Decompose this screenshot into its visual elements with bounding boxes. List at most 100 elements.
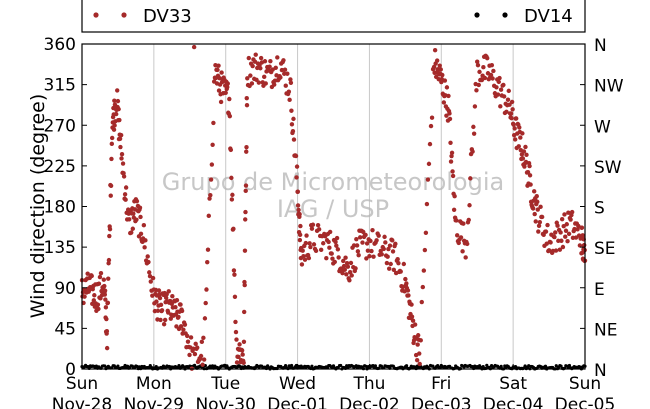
point-dv33 <box>141 223 147 228</box>
point-dv33 <box>127 217 132 222</box>
legend-box <box>81 0 586 33</box>
point-dv33 <box>575 227 580 232</box>
point-dv33 <box>447 111 452 116</box>
x-tick-date: Nov-30 <box>195 395 256 409</box>
point-dv33 <box>300 248 305 253</box>
point-dv33 <box>501 82 506 88</box>
watermark: Grupo de Micrometeorologia IAG / USP <box>162 168 504 223</box>
y-tick-label: 135 <box>44 238 76 258</box>
point-dv33 <box>513 137 518 142</box>
point-dv33 <box>333 239 338 245</box>
point-dv33 <box>376 233 381 238</box>
point-dv33 <box>491 68 496 74</box>
point-dv33 <box>225 84 230 90</box>
point-dv33 <box>234 360 240 365</box>
y-tick-label: 180 <box>44 198 76 218</box>
point-dv33 <box>382 234 387 240</box>
point-dv33 <box>307 241 312 246</box>
x-tick-date: Nov-29 <box>124 395 185 409</box>
point-dv33 <box>109 135 115 141</box>
point-dv33 <box>479 77 485 83</box>
point-dv33 <box>231 226 236 232</box>
point-dv33 <box>97 274 103 280</box>
point-dv33 <box>516 144 521 149</box>
point-dv33 <box>329 251 334 256</box>
point-dv33 <box>494 85 499 90</box>
x-axis-ticks: SunNov-28MonNov-29TueNov-30WedDec-01ThuD… <box>52 364 615 409</box>
x-tick-date: Dec-03 <box>411 395 472 409</box>
point-dv33 <box>162 317 168 323</box>
point-dv33 <box>466 217 471 223</box>
x-tick-day: Fri <box>431 374 451 394</box>
point-dv33 <box>560 244 566 250</box>
point-dv33 <box>395 256 400 262</box>
point-dv33 <box>482 75 488 81</box>
point-dv33 <box>444 113 449 118</box>
point-dv33 <box>481 65 486 70</box>
point-dv33 <box>208 177 214 182</box>
point-dv33 <box>510 107 515 112</box>
point-dv33 <box>250 63 255 69</box>
x-tick-day: Wed <box>279 374 316 394</box>
point-dv33 <box>258 55 264 61</box>
point-dv33 <box>288 77 293 82</box>
point-dv33 <box>472 104 478 109</box>
point-dv33 <box>243 183 249 188</box>
point-dv33 <box>465 241 470 247</box>
point-dv33 <box>297 212 302 217</box>
point-dv33 <box>401 261 407 267</box>
point-dv33 <box>262 59 268 64</box>
right-tick-label: NW <box>594 77 624 97</box>
point-dv33 <box>525 169 531 175</box>
point-dv33 <box>281 58 286 63</box>
point-dv33 <box>161 322 167 327</box>
point-dv33 <box>117 136 123 142</box>
point-dv33 <box>258 66 263 71</box>
point-dv33 <box>102 288 108 293</box>
point-dv33 <box>234 337 239 342</box>
point-dv33 <box>566 231 572 237</box>
right-axis-ticks: N NE E SE S SW W NW N <box>580 36 624 381</box>
point-dv33 <box>432 47 438 53</box>
point-dv33 <box>206 213 211 219</box>
point-dv33 <box>520 131 525 136</box>
point-dv33 <box>354 236 359 242</box>
point-dv33 <box>398 269 403 274</box>
point-dv33 <box>330 256 335 261</box>
point-dv33 <box>102 283 107 289</box>
point-dv33 <box>178 302 183 307</box>
x-tick-day: Sun <box>66 374 98 394</box>
point-dv33 <box>396 260 401 266</box>
point-dv33 <box>179 308 185 314</box>
point-dv33 <box>109 156 114 162</box>
point-dv33 <box>243 188 248 194</box>
y-tick-label: 270 <box>44 116 76 136</box>
point-dv33 <box>228 147 234 153</box>
point-dv33 <box>386 246 391 252</box>
right-tick-label: N <box>594 36 607 56</box>
point-dv33 <box>355 249 361 254</box>
point-dv33 <box>134 217 139 222</box>
point-dv33 <box>198 353 204 359</box>
point-dv33 <box>489 63 495 68</box>
point-dv33 <box>273 65 278 70</box>
point-dv33 <box>107 226 113 232</box>
point-dv33 <box>294 164 300 169</box>
y-tick-label: 45 <box>54 319 76 339</box>
point-dv33 <box>438 67 443 72</box>
point-dv33 <box>534 193 539 199</box>
right-tick-label: S <box>594 199 605 219</box>
x-tick-date: Dec-02 <box>339 395 400 409</box>
x-tick-day: Sat <box>499 374 527 394</box>
point-dv33 <box>406 293 411 298</box>
point-dv33 <box>208 192 213 198</box>
point-dv33 <box>403 276 408 282</box>
point-dv33 <box>295 189 301 194</box>
point-dv33 <box>210 142 215 147</box>
point-dv33 <box>324 256 329 261</box>
point-dv33 <box>344 260 350 266</box>
point-dv33 <box>387 243 393 248</box>
point-dv33 <box>204 287 209 292</box>
point-dv33 <box>427 141 433 147</box>
y-axis-ticks: 0 45 90 135 180 225 270 315 360 <box>44 35 87 380</box>
